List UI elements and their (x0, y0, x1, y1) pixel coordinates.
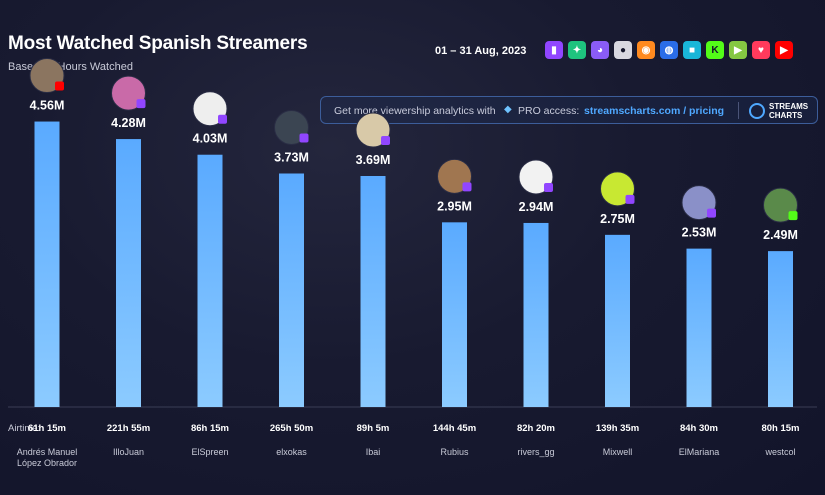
value-label: 4.56M (30, 99, 65, 113)
airtime-value: 221h 55m (107, 423, 150, 434)
value-label: 2.53M (682, 226, 717, 240)
promo-divider (738, 102, 739, 119)
heart-icon[interactable]: ♥ (752, 41, 770, 59)
pricing-link[interactable]: streamscharts.com / pricing (584, 105, 725, 117)
streamer-name: elxokas (276, 447, 307, 457)
streamer-name: westcol (764, 447, 795, 457)
bar (279, 173, 304, 407)
airtime-value: 265h 50m (270, 423, 313, 434)
camera-icon[interactable]: ■ (683, 41, 701, 59)
bar (360, 176, 386, 407)
nimo-icon[interactable]: ◉ (637, 41, 655, 59)
streamer-name: rivers_gg (517, 447, 554, 457)
platform-icons: ▮ ✦ ◕ ● ◉ ◍ ■ K ▶ ♥ ▶ (545, 41, 793, 59)
airtime-label: Airtime: (8, 423, 40, 434)
twitch-icon (462, 182, 472, 192)
date-range: 01 – 31 Aug, 2023 (435, 45, 527, 57)
streamscharts-logo-icon (749, 103, 765, 119)
airtime-value: 86h 15m (191, 423, 229, 434)
ghost-icon[interactable]: ● (614, 41, 632, 59)
twitch-icon[interactable]: ▮ (545, 41, 563, 59)
value-label: 2.94M (519, 200, 554, 214)
airtime-value: 139h 35m (596, 423, 639, 434)
value-label: 2.95M (437, 199, 472, 213)
bar (523, 222, 549, 407)
brand-name: STREAMS CHARTS (769, 102, 809, 120)
bar (197, 154, 223, 407)
bar (442, 222, 467, 407)
twitch-icon (381, 136, 390, 146)
trovo-icon[interactable]: ✦ (568, 41, 586, 59)
afreeca-icon[interactable]: ◍ (660, 41, 678, 59)
chart-title: Most Watched Spanish Streamers (8, 33, 308, 54)
bar (768, 251, 793, 407)
streamer-name: Mixwell (603, 447, 633, 457)
value-label: 2.49M (763, 228, 798, 242)
twitch-icon (707, 208, 716, 218)
kick-icon (788, 211, 798, 221)
twitch-icon (625, 194, 635, 204)
streamer-name: Andrés Manuel (17, 447, 78, 457)
kick-icon[interactable]: K (706, 41, 724, 59)
rumble-icon[interactable]: ▶ (729, 41, 747, 59)
value-label: 2.75M (600, 212, 635, 226)
value-label: 3.69M (356, 153, 391, 167)
streamer-name: ElMariana (679, 447, 720, 457)
streamer-name: Rubius (440, 447, 469, 457)
twitch-icon (136, 99, 146, 109)
promo-pro: PRO access: (518, 105, 580, 117)
value-label: 4.03M (193, 132, 228, 146)
twitch-icon (299, 133, 309, 143)
streamer-name: López Obrador (17, 458, 77, 468)
twitch-icon (218, 114, 227, 124)
twitch-icon (544, 182, 553, 192)
streamer-name: Ibai (366, 447, 381, 457)
diamond-icon: ◆ (504, 104, 512, 115)
airtime-value: 61h 15m (28, 423, 66, 434)
airtime-value: 82h 20m (517, 423, 555, 434)
streamer-name: IlloJuan (113, 447, 144, 457)
airtime-value: 80h 15m (761, 423, 799, 434)
bar (686, 248, 712, 407)
bar (116, 139, 141, 407)
youtube-icon (55, 81, 64, 91)
value-label: 4.28M (111, 116, 146, 130)
youtube-icon[interactable]: ▶ (775, 41, 793, 59)
booyah-icon[interactable]: ◕ (591, 41, 609, 59)
streamer-name: ElSpreen (191, 447, 228, 457)
promo-banner[interactable]: Get more viewership analytics with ◆ PRO… (320, 96, 818, 124)
airtime-value: 144h 45m (433, 423, 476, 434)
airtime-value: 84h 30m (680, 423, 718, 434)
bar (34, 121, 60, 407)
airtime-value: 89h 5m (357, 423, 390, 434)
value-label: 3.73M (274, 151, 309, 165)
bar (605, 234, 630, 407)
